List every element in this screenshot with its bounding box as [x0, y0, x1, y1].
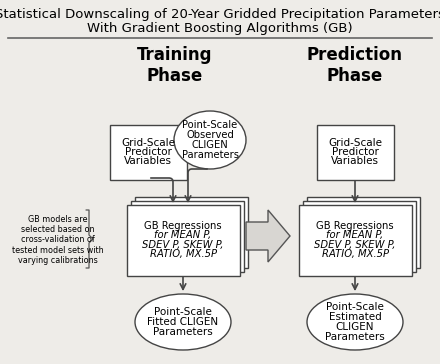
Text: Point-Scale: Point-Scale [326, 302, 384, 312]
Text: Parameters: Parameters [153, 327, 213, 337]
Text: SDEV P, SKEW P,: SDEV P, SKEW P, [142, 240, 224, 250]
Text: CLIGEN: CLIGEN [336, 322, 374, 332]
Text: Point-Scale: Point-Scale [154, 307, 212, 317]
Text: Variables: Variables [124, 156, 172, 166]
Text: GB Regressions: GB Regressions [316, 221, 394, 231]
FancyBboxPatch shape [135, 197, 247, 268]
Ellipse shape [174, 111, 246, 169]
Text: Variables: Variables [331, 156, 379, 166]
FancyBboxPatch shape [307, 197, 419, 268]
Text: Statistical Downscaling of 20-Year Gridded Precipitation Parameters: Statistical Downscaling of 20-Year Gridd… [0, 8, 440, 21]
Text: Point-Scale: Point-Scale [182, 120, 238, 130]
FancyBboxPatch shape [303, 201, 415, 272]
Text: GB models are
selected based on
cross-validation of
tested model sets with
varyi: GB models are selected based on cross-va… [12, 215, 104, 265]
Text: RATIO, MX.5P: RATIO, MX.5P [150, 249, 216, 259]
Text: Grid-Scale: Grid-Scale [121, 138, 175, 148]
Text: With Gradient Boosting Algorithms (GB): With Gradient Boosting Algorithms (GB) [87, 22, 353, 35]
Text: Predictor: Predictor [125, 147, 172, 157]
Text: Prediction
Phase: Prediction Phase [307, 46, 403, 85]
Text: Estimated: Estimated [329, 312, 381, 322]
Text: SDEV P, SKEW P,: SDEV P, SKEW P, [314, 240, 396, 250]
FancyBboxPatch shape [131, 201, 243, 272]
Text: Parameters: Parameters [325, 332, 385, 342]
FancyBboxPatch shape [110, 124, 187, 179]
FancyBboxPatch shape [298, 205, 411, 276]
Ellipse shape [135, 294, 231, 350]
Text: CLIGEN: CLIGEN [192, 140, 228, 150]
Ellipse shape [307, 294, 403, 350]
Text: Parameters: Parameters [182, 150, 238, 160]
FancyBboxPatch shape [127, 205, 239, 276]
FancyBboxPatch shape [316, 124, 393, 179]
Text: RATIO, MX.5P: RATIO, MX.5P [322, 249, 389, 259]
Text: for MEAN P,: for MEAN P, [326, 230, 384, 240]
Text: Observed: Observed [186, 130, 234, 140]
Text: Fitted CLIGEN: Fitted CLIGEN [147, 317, 219, 327]
Text: Training
Phase: Training Phase [137, 46, 213, 85]
Text: Grid-Scale: Grid-Scale [328, 138, 382, 148]
Text: for MEAN P,: for MEAN P, [154, 230, 212, 240]
Polygon shape [246, 210, 290, 262]
Text: Predictor: Predictor [332, 147, 378, 157]
Text: GB Regressions: GB Regressions [144, 221, 222, 231]
